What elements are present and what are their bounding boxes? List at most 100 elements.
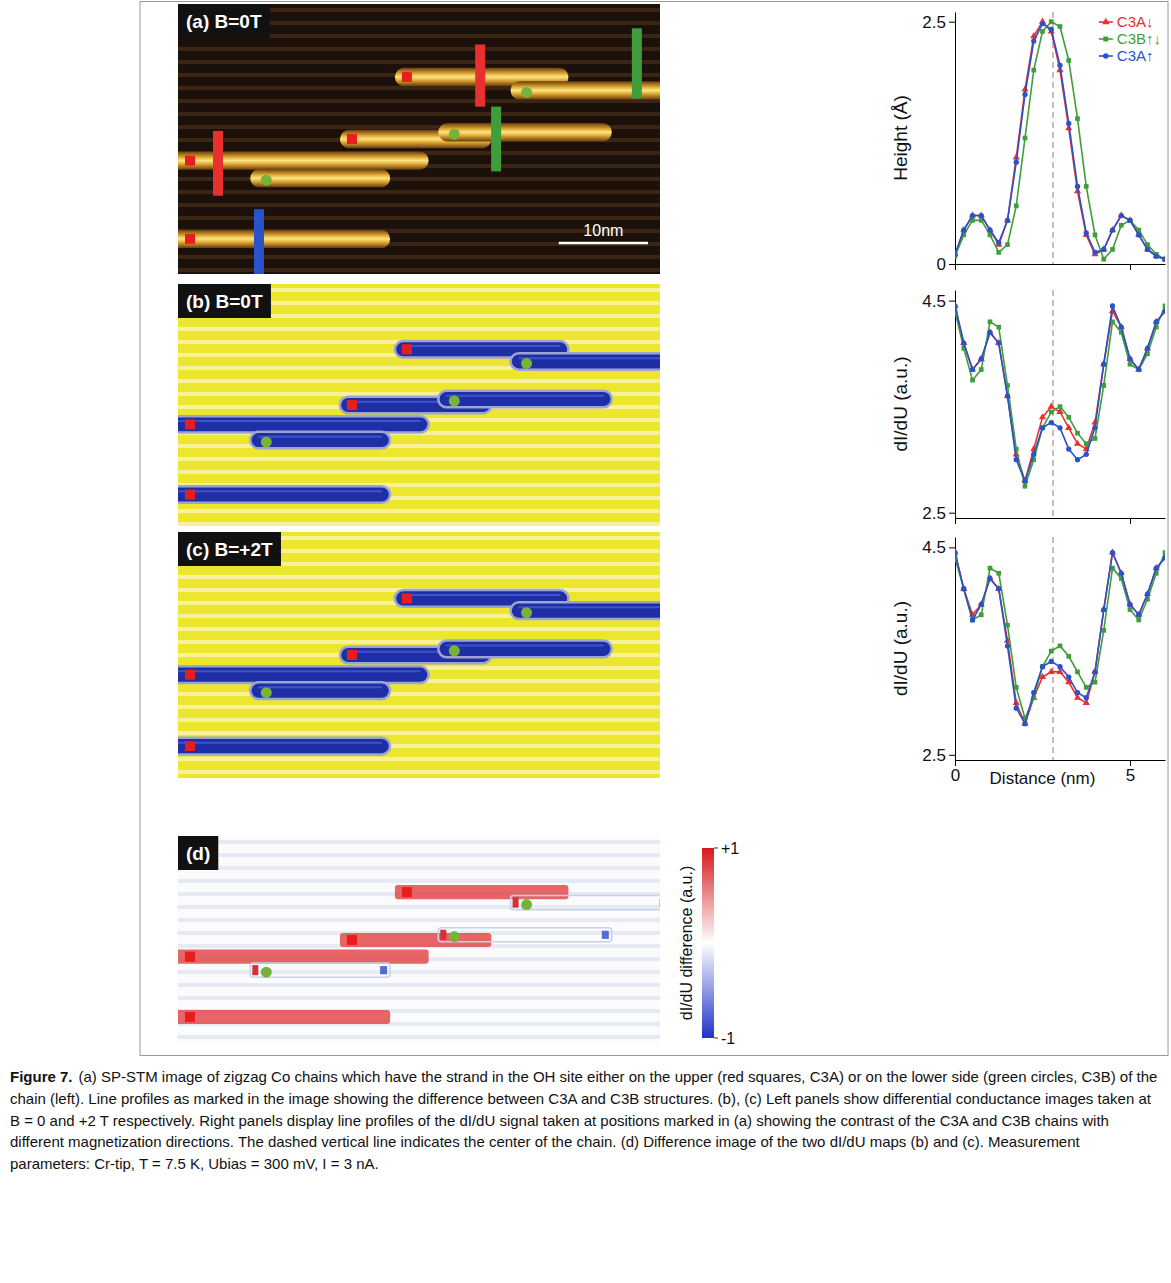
series-marker [1031,690,1036,695]
y-axis: 02.5 [922,13,955,274]
co-chain [511,353,660,369]
series-marker [955,303,958,308]
co-chain [178,486,390,502]
co-chain [511,602,660,619]
c3a-marker [347,134,357,144]
series-marker [1066,674,1071,679]
colorbar-tick-label: -1 [721,1030,735,1047]
series-marker [1005,218,1010,223]
series-marker [1049,27,1054,32]
co-chain [438,640,612,657]
atomic-row [178,470,660,474]
co-chain-strand [178,420,421,422]
y-tick: 2.5 [922,13,955,32]
difference-spot [252,965,258,975]
series-marker [1110,550,1115,555]
atomic-row [178,575,660,579]
center-line [1052,290,1054,518]
series-marker [1101,247,1106,252]
x-tick-label: 0 [951,766,960,785]
series-marker [1066,415,1071,420]
y-axis-title: dI/dU (a.u.) [890,356,911,451]
co-chain-difference [340,933,491,947]
series-marker [996,325,1001,330]
series-marker [1040,29,1045,34]
x-tick-mark [1130,264,1131,270]
legend: C3A↓C3B↑↓C3A↑ [1099,13,1161,64]
series-marker [1075,690,1080,695]
series-marker [1040,425,1045,430]
x-tick-mark [955,518,956,524]
series-marker [1005,623,1010,628]
series-marker [996,240,1001,245]
c3a-marker [402,72,412,82]
series-line [955,553,1165,719]
y-tick-mark [949,264,955,265]
series-marker [970,618,975,623]
co-chain [438,391,612,407]
series-marker [969,211,976,217]
legend-label: C3A↓ [1117,13,1154,30]
c3a-marker [185,1012,195,1022]
legend-marker [1103,37,1108,42]
series-line [955,306,1165,481]
series-marker [1119,213,1124,218]
difference-spot [440,930,446,940]
series-marker [1084,685,1089,690]
series-marker [1057,425,1062,430]
series-marker [970,378,975,383]
series-marker [1075,431,1080,436]
atomic-row [178,996,660,1000]
atomic-row [178,379,660,383]
series-marker [1093,436,1098,441]
c3b-marker [521,87,532,98]
atomic-row [178,203,660,207]
x-axis-line [956,760,1166,761]
series-marker [1084,441,1089,446]
legend-entry: C3B↑↓ [1099,30,1161,47]
series-marker [1074,440,1081,446]
series-marker [1014,204,1019,209]
series-marker [970,213,975,218]
series-marker [1075,457,1080,462]
difference-spot [513,897,519,907]
series-marker [1101,383,1106,388]
co-chain-strand [178,490,382,492]
atomic-row [178,1035,660,1039]
series-marker [1014,160,1019,165]
atomic-row [178,866,660,870]
c3a-marker [347,400,357,410]
c3a-marker [402,887,412,897]
y-axis-title: Height (Å) [890,95,911,181]
series-marker [1084,184,1089,189]
y-tick-mark [949,301,955,302]
series-marker [1014,685,1019,690]
y-tick-label: 2.5 [922,13,946,32]
series-marker [1022,721,1027,726]
series-marker [1128,218,1133,223]
y-tick: 4.5 [922,538,955,557]
y-tick-label: 2.5 [922,746,946,765]
series-line [955,553,1165,724]
series-marker [955,252,958,257]
panel-label: (c) B=+2T [186,539,273,560]
series-line [955,22,1165,259]
c3a-marker [185,741,195,751]
series-marker [1040,426,1045,431]
series-marker [1040,21,1045,26]
series-marker [988,566,993,571]
series-marker [1023,484,1028,489]
colorbar [702,848,714,1038]
series-marker [987,576,992,581]
plot-area [955,12,1165,264]
series-marker [1093,680,1098,685]
x-tick [955,518,956,524]
series-marker [988,319,993,324]
series-marker [996,586,1001,591]
atomic-row [178,879,660,883]
series-marker [987,330,992,335]
profile-marker [213,131,223,196]
series-marker [1084,230,1089,235]
y-tick-mark [949,547,955,548]
atomic-row [178,731,660,735]
